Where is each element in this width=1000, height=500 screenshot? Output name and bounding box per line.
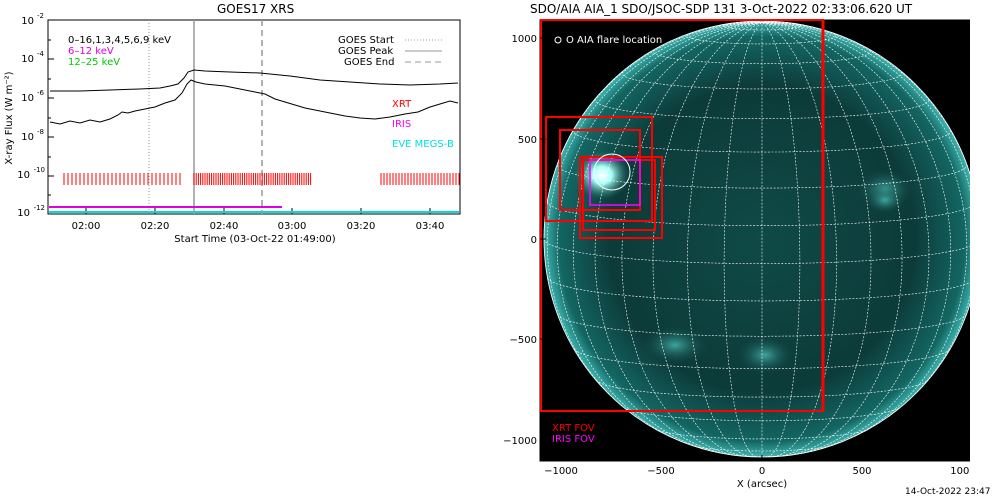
label-iris: IRIS xyxy=(392,119,411,130)
goes-x-tick-labels: 02:00 02:20 02:40 03:00 03:20 03:40 xyxy=(72,221,445,232)
y-tick-1e-6-exp: -6 xyxy=(37,89,45,97)
y-tick-1e-10: 10 xyxy=(17,170,30,181)
generation-timestamp: 14-Oct-2022 23:47 xyxy=(905,487,991,497)
grid-line xyxy=(652,22,763,457)
aia-x-tick-labels: −1000 −500 0 500 1000 xyxy=(544,466,970,477)
x-tick-0220: 02:20 xyxy=(141,221,170,232)
label-eve: EVE MEGS-B xyxy=(392,139,454,150)
goes-plot-title: GOES17 XRS xyxy=(217,2,295,16)
y-tick-1e-4-exp: -4 xyxy=(37,50,45,58)
grid-line xyxy=(546,22,763,418)
legend-energy-long: 0–16,1,3,4,5,6,9 keV xyxy=(68,35,171,46)
aia-y-ticks xyxy=(540,37,546,441)
grid-line xyxy=(761,22,970,176)
goes-ylabel: X-ray Flux (W m⁻²) xyxy=(4,71,15,164)
legend-goes-end: GOES End xyxy=(344,57,394,68)
x-tick-0: 0 xyxy=(759,466,765,477)
y-tick-minus-500: −500 xyxy=(510,335,537,346)
y-tick-1e-2-exp: -2 xyxy=(37,12,44,20)
y-tick-1e-4: 10 xyxy=(21,54,34,65)
grid-line xyxy=(687,32,837,45)
goes-plot-frame xyxy=(47,19,461,215)
grid-line xyxy=(655,428,869,440)
x-tick-500: 500 xyxy=(852,466,871,477)
grid-line xyxy=(761,22,837,457)
grid-line xyxy=(761,22,903,457)
x-tick-minus-1000: −1000 xyxy=(544,466,578,477)
grid-line xyxy=(761,22,968,445)
legend-energy-mid: 6–12 keV xyxy=(68,46,114,57)
x-tick-0300: 03:00 xyxy=(278,221,307,232)
xrt-fov-box xyxy=(545,116,653,222)
y-tick-1e-6: 10 xyxy=(21,93,34,104)
grid-line xyxy=(621,22,763,457)
goes-xlabel: Start Time (03-Oct-22 01:49:00) xyxy=(174,234,335,245)
label-xrt: XRT xyxy=(392,99,412,110)
x-tick-0320: 03:20 xyxy=(347,221,376,232)
grid-line xyxy=(761,22,801,457)
aia-y-tick-labels: 1000 500 0 −500 −1000 xyxy=(503,34,537,447)
y-tick-500: 500 xyxy=(518,135,537,146)
heliographic-grid xyxy=(543,20,970,457)
grid-line xyxy=(623,407,901,422)
flare-glow xyxy=(574,150,630,200)
goes-xrs-plot: X-ray Flux (W m⁻²) 10 -2 10 -4 10 -6 10 … xyxy=(4,12,461,245)
goes-y-ticks xyxy=(48,19,54,215)
grid-line xyxy=(761,21,802,25)
aia-plot-title: SDO/AIA AIA_1 SDO/JSOC-SDP 131 3-Oct-202… xyxy=(530,2,913,16)
aia-x-ticks xyxy=(560,455,964,461)
goes-energy-legend: 0–16,1,3,4,5,6,9 keV 6–12 keV 12–25 keV xyxy=(68,35,171,68)
goes-y-tick-labels: 10 -2 10 -4 10 -6 10 -8 10 -10 10 -12 xyxy=(17,12,45,219)
x-tick-minus-500: −500 xyxy=(647,466,674,477)
active-region-patch xyxy=(865,186,905,214)
grid-line xyxy=(572,22,763,452)
y-tick-0: 0 xyxy=(531,235,537,246)
grid-line xyxy=(644,22,763,56)
active-region-patch xyxy=(735,335,795,375)
xrt-observation-ticks xyxy=(63,173,460,185)
grid-line xyxy=(723,22,763,457)
grid-line xyxy=(556,164,968,189)
legend-energy-short: 12–25 keV xyxy=(68,57,120,68)
xrt-fov-box xyxy=(579,156,663,239)
legend-goes-peak: GOES Peak xyxy=(338,46,393,57)
active-region-patch xyxy=(640,325,710,365)
grid-line xyxy=(761,22,970,418)
x-tick-0240: 02:40 xyxy=(210,221,239,232)
legend-xrt-fov: XRT FOV xyxy=(552,423,595,434)
y-tick-1e-2: 10 xyxy=(21,16,34,27)
aia-flare-legend-text: O AIA flare location xyxy=(566,35,662,46)
aia-flare-location-marker xyxy=(593,153,631,191)
grid-line xyxy=(761,22,930,455)
grid-line xyxy=(687,22,763,457)
y-tick-1e-8-exp: -8 xyxy=(37,128,44,136)
goes-long-channel-curve xyxy=(50,69,459,92)
aia-xlabel: X (arcsec) xyxy=(737,479,787,490)
y-tick-1000: 1000 xyxy=(512,34,537,45)
y-tick-minus-1000: −1000 xyxy=(503,436,537,447)
aia-image-plot: O AIA flare location XRT FOV IRIS FOV 10… xyxy=(503,19,970,490)
goes-short-channel-curve xyxy=(49,79,459,125)
aia-flare-legend-symbol xyxy=(554,36,562,44)
x-tick-0200: 02:00 xyxy=(72,221,101,232)
x-tick-0340: 03:40 xyxy=(416,221,445,232)
grid-line xyxy=(692,445,832,452)
iris-fov-box xyxy=(589,159,641,206)
grid-line xyxy=(594,98,930,119)
legend-iris-fov: IRIS FOV xyxy=(552,434,595,445)
grid-line xyxy=(594,22,763,455)
goes-event-legend: GOES Start GOES Peak GOES End xyxy=(338,35,442,68)
y-tick-1e-8: 10 xyxy=(21,132,34,143)
legend-goes-start: GOES Start xyxy=(338,35,394,46)
x-tick-1000: 1000 xyxy=(950,466,970,477)
grid-line xyxy=(761,22,952,452)
grid-line xyxy=(761,22,872,457)
y-tick-1e-10-exp: -10 xyxy=(34,166,45,174)
y-tick-1e-12: 10 xyxy=(17,208,30,219)
y-tick-1e-12-exp: -12 xyxy=(34,204,45,212)
